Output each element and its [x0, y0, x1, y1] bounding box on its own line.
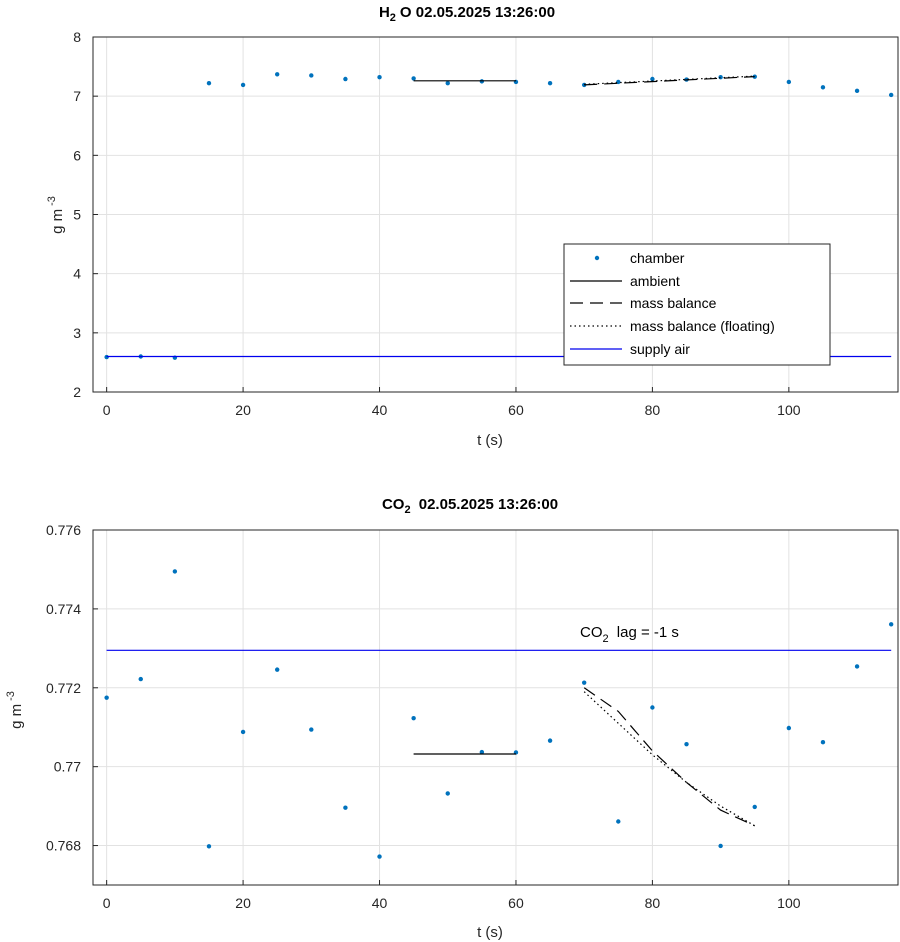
co2-xtick-label: 60 — [508, 895, 524, 911]
co2-chamber-point — [104, 695, 109, 700]
h2o-ticks: 0 20 40 60 80 100 2 3 4 5 6 7 8 — [73, 29, 801, 418]
h2o-chamber-point — [854, 88, 860, 94]
co2-chamber-point — [820, 740, 826, 745]
co2-ytick-label: 0.776 — [46, 522, 81, 538]
co2-chamber-point — [786, 725, 792, 731]
co2-mass-balance-floating-line — [583, 691, 756, 827]
co2-chamber-point — [547, 738, 553, 743]
h2o-chamber-point — [206, 80, 212, 86]
h2o-xtick-label: 0 — [103, 402, 111, 418]
co2-lag-annotation: CO2 lag = -1 s — [580, 624, 679, 645]
legend-supply: supply air — [630, 341, 690, 357]
h2o-xtick-label: 60 — [508, 402, 524, 418]
h2o-ytick-label: 4 — [73, 266, 81, 282]
legend-chamber: chamber — [630, 250, 685, 266]
co2-chamber-point — [445, 791, 450, 796]
co2-ytick-label: 0.77 — [54, 759, 81, 775]
h2o-ylabel: g m-3 — [46, 196, 66, 234]
h2o-chamber-point — [309, 73, 314, 78]
h2o-chamber-point — [547, 80, 553, 86]
co2-chamber-point — [206, 844, 212, 849]
co2-ytick-label: 0.774 — [46, 601, 81, 617]
co2-ticks: 0 20 40 60 80 100 0.768 0.77 0.772 0.774 0.776 — [46, 522, 801, 911]
co2-xtick-label: 40 — [372, 895, 388, 911]
co2-panel: CO2 02.05.2025 13:26:00 0 20 40 60 80 100 0.76… — [5, 496, 899, 941]
co2-xtick-label: 80 — [645, 895, 661, 911]
h2o-xtick-label: 40 — [372, 402, 388, 418]
h2o-chamber-point — [650, 76, 655, 82]
h2o-chamber-point — [343, 76, 348, 82]
legend-mass-balance: mass balance — [630, 295, 717, 311]
co2-chamber-point — [343, 805, 348, 810]
co2-chamber-point — [411, 715, 416, 721]
co2-chamber-point — [854, 664, 860, 669]
co2-chamber-point — [650, 705, 655, 710]
legend-floating: mass balance (floating) — [630, 318, 775, 334]
h2o-chamber-point — [274, 72, 280, 77]
co2-chamber-point — [240, 729, 246, 735]
co2-xtick-label: 20 — [235, 895, 251, 911]
co2-chamber-point — [377, 854, 382, 859]
co2-xlabel: t (s) — [477, 924, 503, 941]
co2-chamber-point — [581, 680, 587, 685]
h2o-ytick-label: 2 — [73, 384, 81, 400]
h2o-chamber-point — [786, 79, 792, 85]
h2o-ytick-label: 6 — [73, 147, 81, 163]
co2-chamber-point — [309, 727, 314, 732]
h2o-chamber-point — [377, 75, 382, 80]
co2-grid — [93, 529, 898, 885]
co2-chamber-point — [684, 741, 689, 747]
h2o-ytick-label: 7 — [73, 88, 81, 104]
co2-chamber-point — [172, 569, 178, 574]
h2o-chamber-point — [820, 85, 826, 90]
h2o-chamber-point — [411, 76, 416, 81]
co2-chamber-point — [274, 667, 280, 672]
co2-title: CO2 02.05.2025 13:26:00 — [382, 496, 558, 516]
legend-ambient: ambient — [630, 273, 680, 289]
co2-ytick-label: 0.768 — [46, 838, 81, 854]
legend-chamber-marker — [594, 255, 600, 261]
h2o-panel: H2 O 02.05.2025 13:26:00 0 20 40 60 80 100 2 3 4 5… — [46, 4, 899, 449]
co2-xtick-label: 100 — [777, 895, 801, 911]
h2o-xlabel: t (s) — [477, 432, 503, 449]
h2o-xtick-label: 100 — [777, 402, 801, 418]
co2-chamber-point — [138, 676, 143, 682]
co2-ytick-label: 0.772 — [46, 680, 81, 696]
h2o-xtick-label: 20 — [235, 402, 251, 418]
h2o-ytick-label: 3 — [73, 325, 81, 341]
co2-mass-balance-line — [583, 687, 755, 827]
h2o-title: H2 O 02.05.2025 13:26:00 — [379, 4, 555, 24]
legend-box — [563, 243, 831, 366]
co2-xtick-label: 0 — [103, 895, 111, 911]
co2-ylabel: g m-3 — [5, 691, 25, 729]
co2-chamber-point — [479, 749, 485, 755]
co2-chamber-point — [718, 843, 723, 849]
co2-chamber-point — [888, 622, 894, 627]
co2-series — [104, 569, 894, 859]
h2o-chamber-point — [240, 82, 246, 88]
h2o-xtick-label: 80 — [645, 402, 661, 418]
co2-chamber-point — [616, 819, 621, 824]
co2-axes-frame — [92, 529, 899, 886]
h2o-chamber-point — [752, 74, 757, 79]
h2o-ytick-label: 5 — [73, 207, 81, 223]
h2o-mass-balance-floating-line — [584, 75, 755, 85]
h2o-chamber-point — [888, 92, 894, 98]
legend: chamber ambient mass balance mass balanc… — [563, 243, 831, 366]
h2o-chamber-point — [445, 80, 450, 86]
h2o-chamber-point — [616, 79, 621, 85]
h2o-ytick-label: 8 — [73, 29, 81, 45]
co2-chamber-point — [752, 804, 757, 810]
